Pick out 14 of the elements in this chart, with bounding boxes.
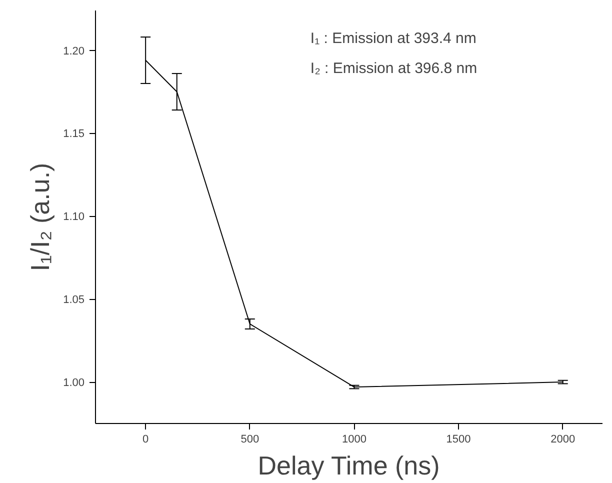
y-axis-title: I₁/I₂ (a.u.) <box>25 162 56 272</box>
y-tick-label: 1.10 <box>63 211 85 224</box>
x-tick-label: 1000 <box>342 434 366 446</box>
x-axis-title: Delay Time (ns) <box>258 450 440 480</box>
annotation: I₂ : Emission at 396.8 nm <box>310 60 478 78</box>
x-tick-label: 500 <box>240 434 260 446</box>
y-tick-label: 1.00 <box>63 377 85 390</box>
x-tick-label: 1500 <box>446 434 471 446</box>
x-tick-label: 2000 <box>550 434 576 446</box>
y-tick-label: 1.15 <box>63 128 85 140</box>
y-tick-label: 1.05 <box>63 294 85 306</box>
x-tick-label: 0 <box>142 434 149 446</box>
y-tick-label: 1.20 <box>63 45 85 58</box>
annotation: I₁ : Emission at 393.4 nm <box>310 30 476 48</box>
